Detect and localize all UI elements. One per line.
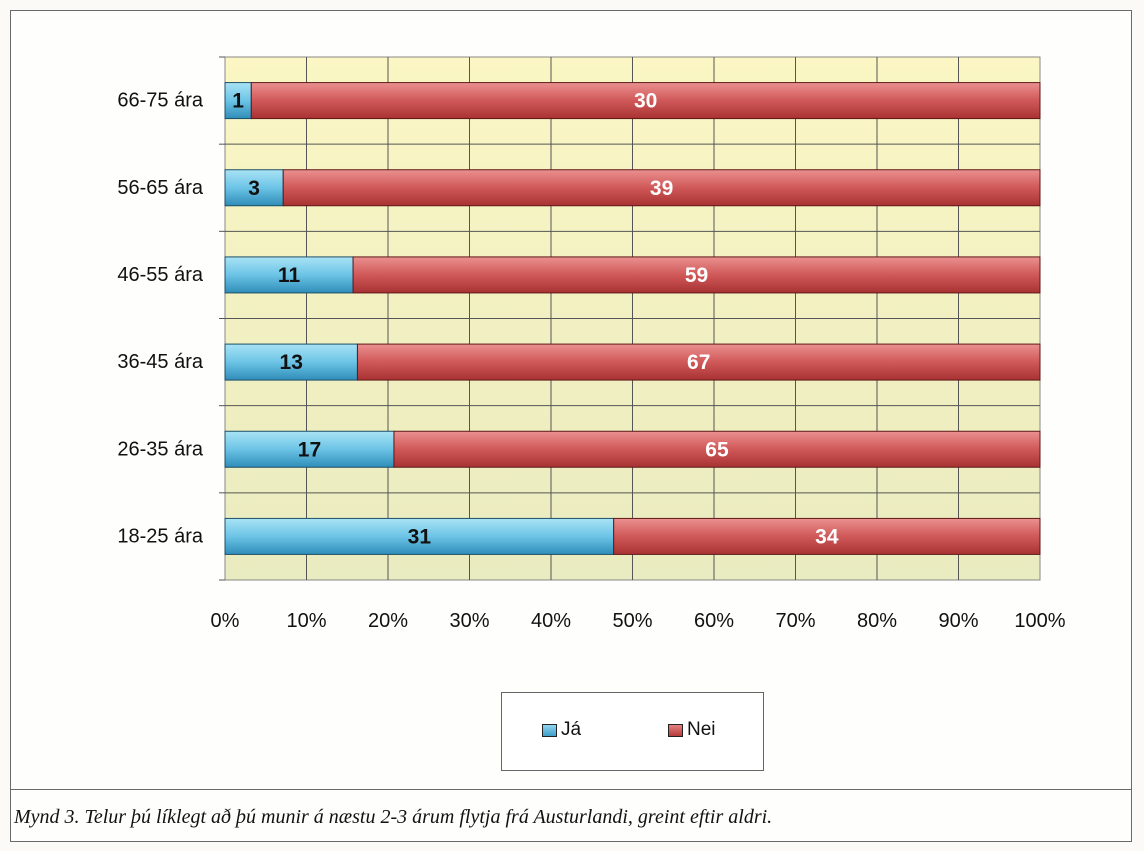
figure-caption: Mynd 3. Telur þú líklegt að þú munir á n… bbox=[14, 806, 773, 828]
legend-item-ja: Já bbox=[542, 719, 581, 741]
x-tick-label: 0% bbox=[211, 610, 240, 632]
x-tick-label: 100% bbox=[1014, 610, 1065, 632]
x-tick-labels: 0% 10% 20% 30% 40% 50% 60% 70% 80% 90% 100% bbox=[211, 610, 1066, 632]
data-label-nei: 39 bbox=[650, 177, 673, 200]
legend-item-nei: Nei bbox=[668, 719, 716, 741]
data-label-ja: 11 bbox=[278, 264, 301, 287]
data-label-nei: 30 bbox=[634, 90, 657, 113]
x-tick-label: 30% bbox=[449, 610, 489, 632]
caption-divider bbox=[10, 789, 1132, 790]
category-label: 56-65 ára bbox=[117, 177, 203, 199]
legend: Já Nei bbox=[501, 692, 764, 771]
data-label-ja: 13 bbox=[280, 351, 303, 374]
x-tick-label: 20% bbox=[368, 610, 408, 632]
legend-label-ja: Já bbox=[561, 719, 582, 740]
data-label-ja: 31 bbox=[408, 525, 432, 548]
data-label-nei: 59 bbox=[685, 264, 708, 287]
bar-nei bbox=[250, 82, 1041, 120]
bar-nei bbox=[282, 169, 1041, 207]
legend-swatch-ja bbox=[542, 723, 557, 737]
bar-nei bbox=[352, 256, 1041, 294]
x-tick-label: 90% bbox=[938, 610, 978, 632]
bar-series: 1 30 3 39 11 59 13 67 17 65 31 34 bbox=[224, 82, 1041, 555]
x-tick-label: 80% bbox=[857, 610, 897, 632]
legend-label-nei: Nei bbox=[687, 719, 716, 740]
x-tick-label: 60% bbox=[694, 610, 734, 632]
data-label-nei: 67 bbox=[687, 351, 710, 374]
data-label-ja: 3 bbox=[248, 177, 260, 200]
x-tick-label: 10% bbox=[286, 610, 326, 632]
x-tick-label: 50% bbox=[612, 610, 652, 632]
category-label: 18-25 ára bbox=[117, 525, 203, 547]
bar-nei bbox=[356, 343, 1041, 381]
data-label-ja: 1 bbox=[232, 90, 244, 113]
x-tick-label: 40% bbox=[531, 610, 571, 632]
bar-ja bbox=[224, 517, 615, 555]
bar-ja bbox=[224, 430, 395, 468]
data-label-nei: 34 bbox=[815, 525, 839, 548]
bar-nei bbox=[393, 430, 1041, 468]
category-label: 36-45 ára bbox=[117, 351, 203, 373]
category-labels: 66-75 ára 56-65 ára 46-55 ára 36-45 ára 26-3… bbox=[117, 90, 203, 548]
bar-nei bbox=[613, 517, 1041, 555]
x-tick-label: 70% bbox=[775, 610, 815, 632]
grid-lines bbox=[219, 56, 1040, 581]
data-label-nei: 65 bbox=[705, 438, 729, 461]
bar-ja bbox=[224, 169, 284, 207]
legend-swatch-nei bbox=[668, 723, 683, 737]
category-label: 46-55 ára bbox=[117, 264, 203, 286]
category-label: 66-75 ára bbox=[117, 90, 203, 112]
data-label-ja: 17 bbox=[298, 438, 321, 461]
category-label: 26-35 ára bbox=[117, 438, 203, 460]
